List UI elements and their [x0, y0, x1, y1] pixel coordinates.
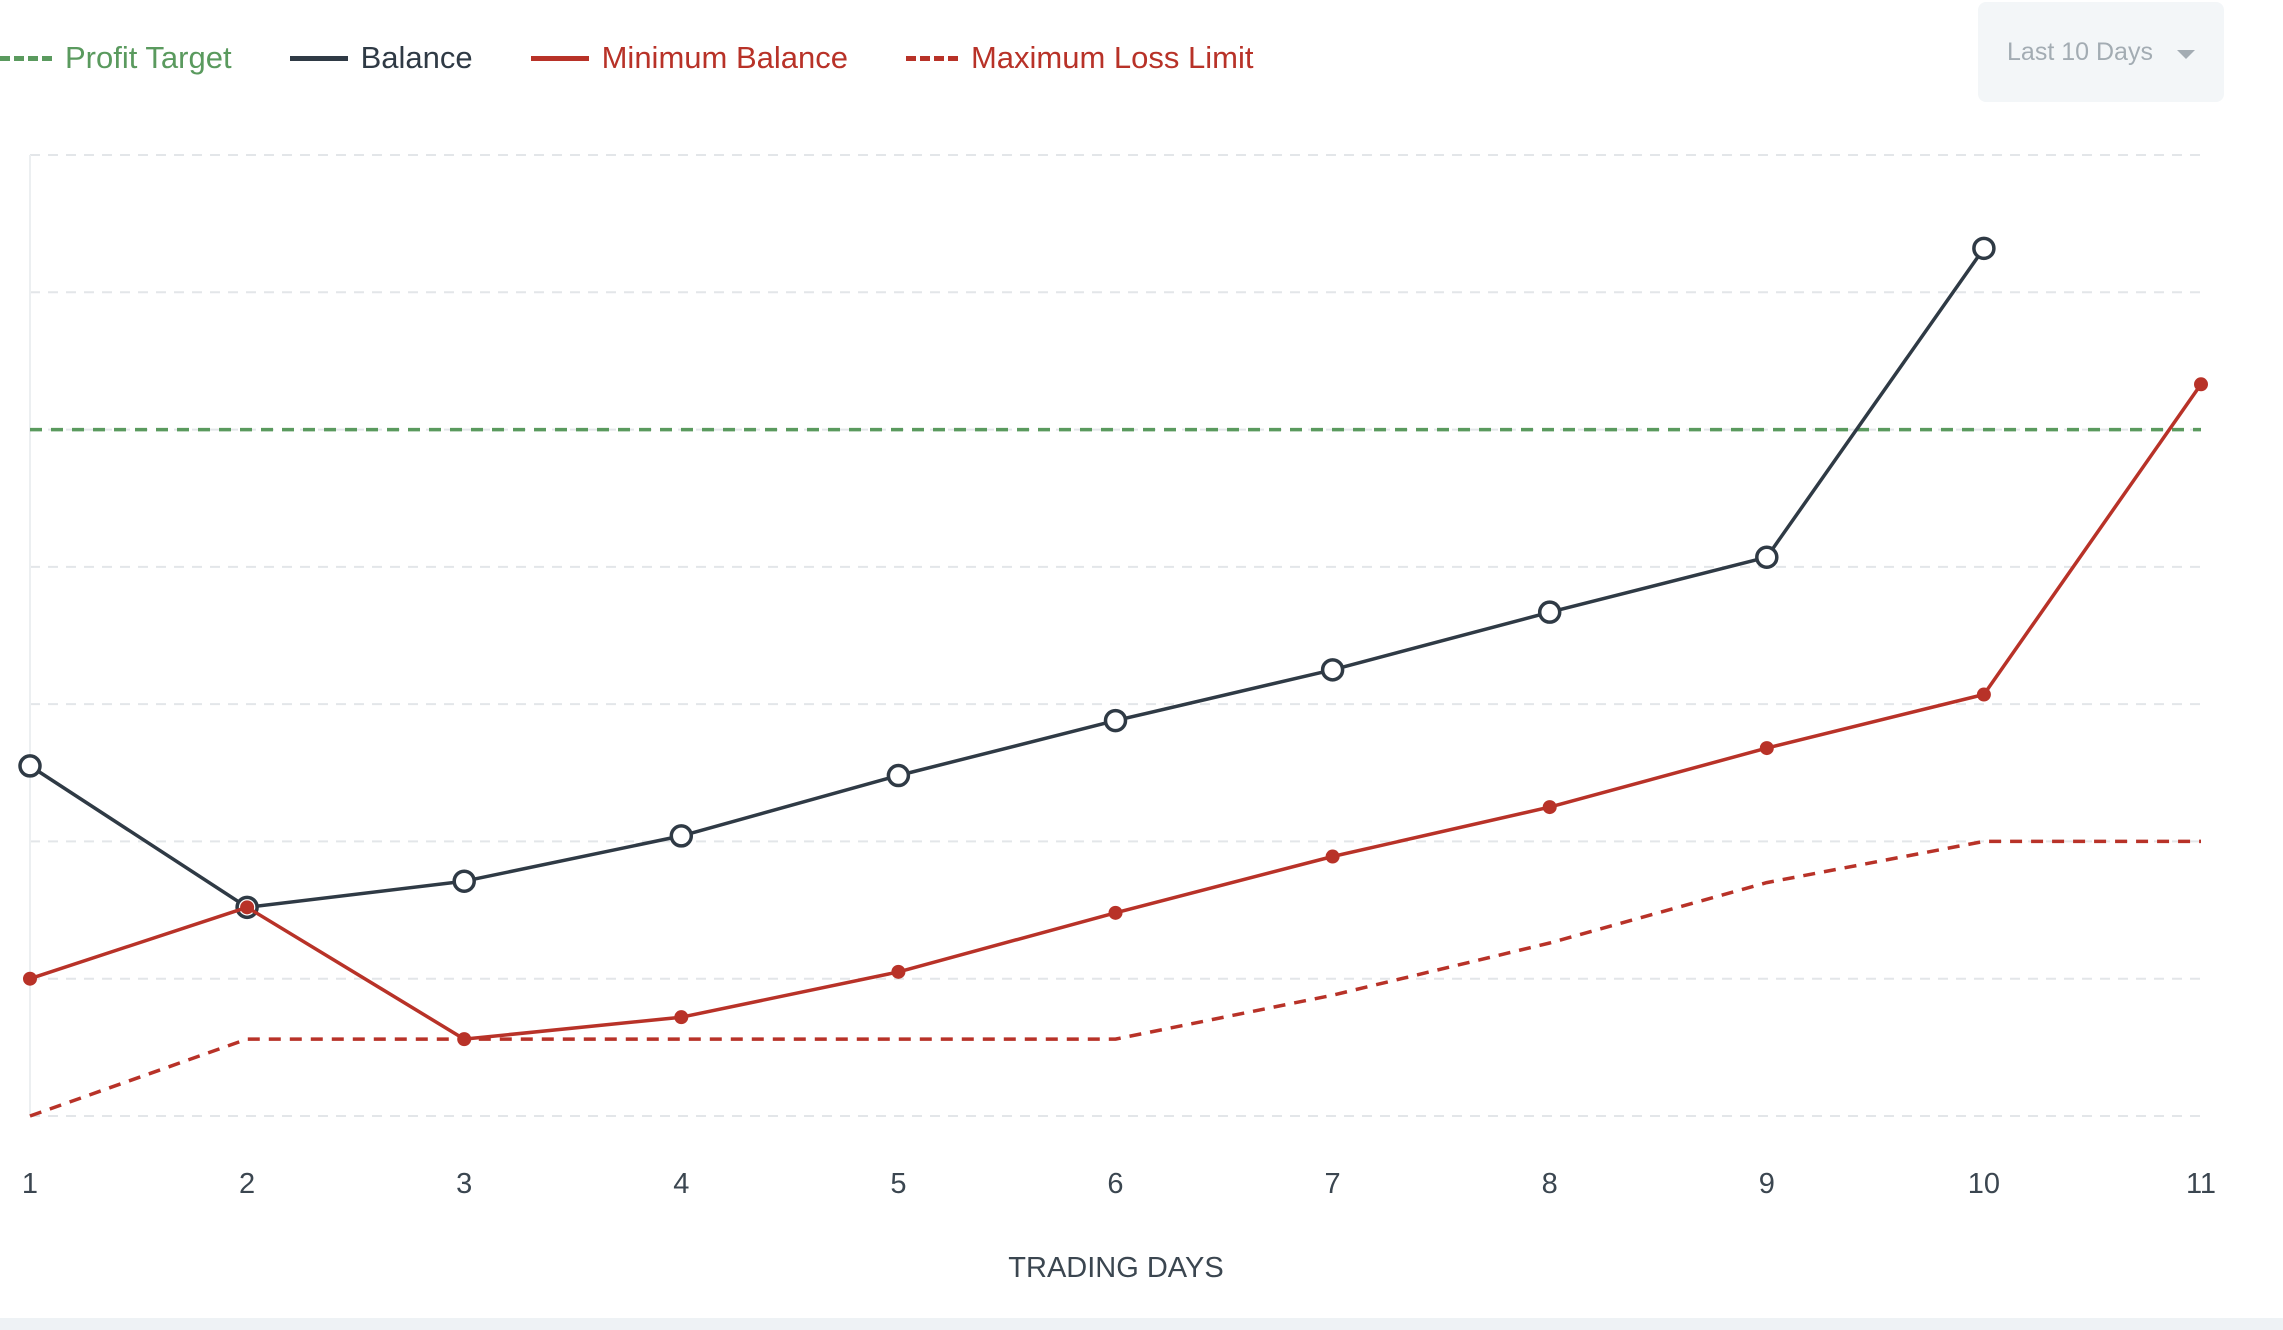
x-tick-label: 3	[456, 1168, 472, 1200]
x-tick-label: 10	[1968, 1168, 2000, 1200]
minimum-balance-point	[891, 964, 906, 979]
x-tick-label: 11	[2186, 1168, 2216, 1200]
balance-point	[669, 824, 694, 848]
legend-label: Balance	[360, 40, 473, 75]
minimum-balance-point	[240, 900, 255, 915]
minimum-balance-point	[1108, 905, 1123, 920]
legend-label: Profit Target	[65, 40, 232, 75]
balance-point	[1755, 545, 1779, 569]
minimum-balance-point	[2194, 377, 2208, 392]
x-tick-label: 2	[239, 1168, 255, 1200]
legend-swatch	[0, 55, 52, 61]
legend-item-maximum-loss-limit[interactable]: Maximum Loss Limit	[905, 40, 1254, 76]
legend-swatch	[289, 55, 348, 61]
balance-point	[1972, 236, 1996, 261]
balance-point	[18, 754, 42, 778]
chart-legend: Profit Target Balance Minimum Balance Maxim…	[0, 34, 1311, 82]
chevron-down-icon	[2176, 49, 2195, 59]
minimum-balance-point	[674, 1010, 689, 1025]
maximum-loss-limit-line	[29, 839, 2201, 1118]
balance-point	[886, 763, 911, 788]
x-axis-title: TRADING DAYS	[1008, 1252, 1223, 1284]
minimum-balance-point	[1759, 741, 1774, 756]
legend-item-profit-target[interactable]: Profit Target	[0, 40, 232, 76]
minimum-balance-point	[1325, 849, 1340, 864]
balance-point	[452, 869, 476, 893]
minimum-balance-point	[1542, 800, 1557, 815]
x-tick-label: 5	[890, 1168, 906, 1200]
legend-label: Minimum Balance	[601, 40, 848, 75]
minimum-balance-point	[23, 971, 37, 986]
x-tick-label: 7	[1325, 1168, 1341, 1200]
minimum-balance-point	[1976, 687, 1991, 702]
balance-point	[1537, 600, 1562, 624]
legend-item-balance[interactable]: Balance	[289, 40, 473, 76]
balance-point	[1103, 708, 1128, 733]
legend-swatch	[530, 55, 589, 61]
legend-swatch	[905, 55, 958, 61]
x-tick-label: 8	[1542, 1168, 1558, 1200]
x-tick-label: 9	[1759, 1168, 1775, 1200]
date-range-select-label: Last 10 Days	[2007, 37, 2153, 66]
bottom-divider	[0, 1318, 2283, 1330]
balance-point	[1320, 658, 1345, 682]
x-tick-label: 6	[1107, 1168, 1123, 1200]
legend-item-minimum-balance[interactable]: Minimum Balance	[530, 40, 848, 76]
balance-line	[29, 247, 1986, 910]
x-tick-label: 4	[673, 1168, 689, 1200]
date-range-select[interactable]: Last 10 Days	[1978, 2, 2224, 102]
legend-label: Maximum Loss Limit	[970, 40, 1254, 75]
x-tick-label: 1	[22, 1168, 38, 1200]
